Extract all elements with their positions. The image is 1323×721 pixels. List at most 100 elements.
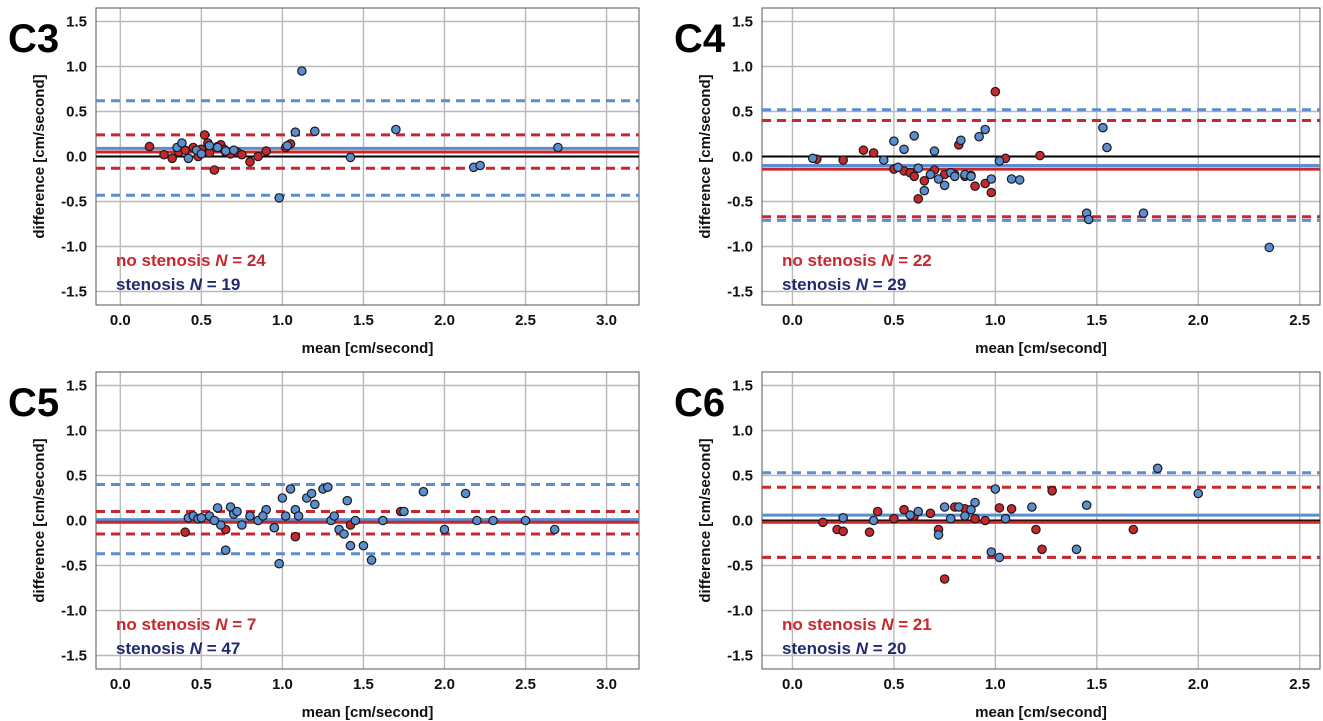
no-stenosis-data-point bbox=[237, 149, 247, 160]
stenosis-data-point bbox=[986, 547, 997, 557]
x-axis-title: mean [cm/second] bbox=[302, 704, 434, 721]
no-stenosis-data-point bbox=[889, 513, 899, 524]
no-stenosis-data-point bbox=[838, 155, 848, 165]
stenosis-data-point bbox=[209, 515, 220, 526]
y-tick-label: -1.5 bbox=[727, 648, 753, 665]
legend-group-label: stenosis bbox=[782, 275, 856, 294]
stenosis-data-point bbox=[1006, 174, 1017, 184]
x-tick-label: 2.5 bbox=[1289, 676, 1310, 693]
y-axis-title: difference [cm/second] bbox=[31, 74, 48, 238]
x-tick-label: 0.5 bbox=[191, 312, 212, 329]
stenosis-data-point bbox=[939, 502, 950, 512]
panel-c3: 1.5 1.0 0.5 0.0 -0.5 -1.0 -1.5 0.0 0.5 1.0 1.5 2.0 2… bbox=[8, 7, 640, 357]
x-tick-label: 1.0 bbox=[985, 312, 1006, 329]
no-stenosis-data-point bbox=[919, 176, 930, 186]
stenosis-data-point bbox=[488, 515, 498, 526]
no-stenosis-data-point bbox=[994, 503, 1005, 513]
no-stenosis-data-point bbox=[970, 181, 980, 191]
stenosis-data-point bbox=[909, 131, 919, 141]
x-tick-label: 3.0 bbox=[596, 676, 617, 693]
stenosis-data-point bbox=[956, 135, 966, 146]
y-tick-label: 1.5 bbox=[66, 378, 87, 395]
stenosis-data-point bbox=[913, 506, 924, 517]
legend-group-label: stenosis bbox=[116, 275, 190, 294]
legend-no-stenosis: no stenosis N = 21 bbox=[782, 615, 932, 634]
no-stenosis-data-point bbox=[913, 194, 924, 204]
no-stenosis-data-point bbox=[144, 141, 155, 152]
legend-count: = 19 bbox=[202, 275, 240, 294]
legend-group-label: no stenosis bbox=[116, 615, 215, 634]
stenosis-data-point bbox=[925, 169, 936, 180]
no-stenosis-data-point bbox=[939, 574, 950, 584]
stenosis-data-point bbox=[913, 163, 924, 173]
stenosis-data-point bbox=[472, 515, 482, 526]
legend-no-stenosis: no stenosis N = 24 bbox=[116, 251, 266, 270]
stenosis-data-point bbox=[310, 126, 320, 137]
stenosis-data-point bbox=[460, 488, 471, 499]
stenosis-data-point bbox=[310, 499, 320, 510]
x-tick-label: 0.0 bbox=[110, 312, 131, 329]
y-tick-label: -1.5 bbox=[727, 284, 753, 301]
stenosis-data-point bbox=[237, 520, 247, 530]
no-stenosis-data-point bbox=[838, 526, 848, 537]
legend-no-stenosis: no stenosis N = 7 bbox=[116, 615, 256, 634]
legend-stenosis: stenosis N = 29 bbox=[782, 275, 906, 294]
x-tick-label: 1.0 bbox=[272, 312, 293, 329]
legend-n-symbol: N bbox=[881, 251, 894, 270]
stenosis-data-point bbox=[285, 484, 296, 494]
legend-n-symbol: N bbox=[856, 639, 869, 658]
y-tick-label: -0.5 bbox=[61, 194, 87, 211]
no-stenosis-data-point bbox=[990, 86, 1001, 97]
stenosis-data-point bbox=[966, 504, 976, 515]
stenosis-data-point bbox=[366, 555, 377, 565]
no-stenosis-data-point bbox=[970, 513, 980, 524]
stenosis-data-point bbox=[990, 484, 1001, 494]
y-tick-label: -1.0 bbox=[61, 603, 87, 620]
legend-n-symbol: N bbox=[856, 275, 869, 294]
no-stenosis-data-point bbox=[1128, 524, 1139, 535]
y-tick-label: 0.5 bbox=[732, 468, 753, 485]
panel-c4: 1.5 1.0 0.5 0.0 -0.5 -1.0 -1.5 0.0 0.5 1.0 1.5 2.0 2… bbox=[674, 7, 1321, 357]
stenosis-data-point bbox=[960, 511, 970, 521]
no-stenosis-data-point bbox=[1006, 503, 1017, 514]
legend-count: = 20 bbox=[868, 639, 906, 658]
y-tick-label: 0.0 bbox=[732, 513, 753, 530]
stenosis-data-point bbox=[212, 503, 223, 513]
stenosis-data-point bbox=[177, 138, 187, 148]
legend-count: = 22 bbox=[893, 251, 931, 270]
no-stenosis-data-point bbox=[986, 187, 997, 198]
x-tick-label: 2.0 bbox=[434, 676, 455, 693]
panel-label: C5 bbox=[8, 381, 59, 425]
y-tick-label: 0.0 bbox=[732, 149, 753, 166]
legend-n-symbol: N bbox=[215, 615, 228, 634]
stenosis-data-point bbox=[306, 488, 317, 499]
stenosis-data-point bbox=[899, 144, 909, 155]
y-tick-label: 1.5 bbox=[732, 14, 753, 31]
x-tick-label: 0.5 bbox=[191, 676, 212, 693]
no-stenosis-data-point bbox=[253, 151, 263, 162]
y-tick-label: -0.5 bbox=[61, 558, 87, 575]
stenosis-data-point bbox=[282, 140, 293, 151]
stenosis-data-point bbox=[212, 142, 223, 153]
stenosis-data-point bbox=[228, 145, 239, 155]
stenosis-data-point bbox=[954, 502, 964, 512]
stenosis-data-point bbox=[345, 152, 356, 163]
stenosis-data-point bbox=[297, 66, 307, 76]
stenosis-data-point bbox=[245, 511, 255, 521]
legend-n-symbol: N bbox=[881, 615, 894, 634]
y-axis-title: difference [cm/second] bbox=[31, 438, 48, 602]
stenosis-data-point bbox=[329, 511, 340, 521]
stenosis-data-point bbox=[893, 162, 903, 173]
no-stenosis-data-point bbox=[290, 531, 301, 542]
x-tick-label: 2.0 bbox=[1188, 312, 1209, 329]
x-tick-label: 3.0 bbox=[596, 312, 617, 329]
y-tick-label: 0.5 bbox=[66, 104, 87, 121]
panel-c6: 1.5 1.0 0.5 0.0 -0.5 -1.0 -1.5 0.0 0.5 1.0 1.5 2.0 2… bbox=[674, 371, 1321, 721]
y-tick-label: 1.5 bbox=[66, 14, 87, 31]
stenosis-data-point bbox=[258, 511, 268, 521]
no-stenosis-data-point bbox=[1047, 485, 1057, 496]
stenosis-data-point bbox=[196, 149, 207, 159]
no-stenosis-data-point bbox=[209, 165, 220, 175]
legend-stenosis: stenosis N = 19 bbox=[116, 275, 240, 294]
x-axis-title: mean [cm/second] bbox=[975, 340, 1107, 357]
